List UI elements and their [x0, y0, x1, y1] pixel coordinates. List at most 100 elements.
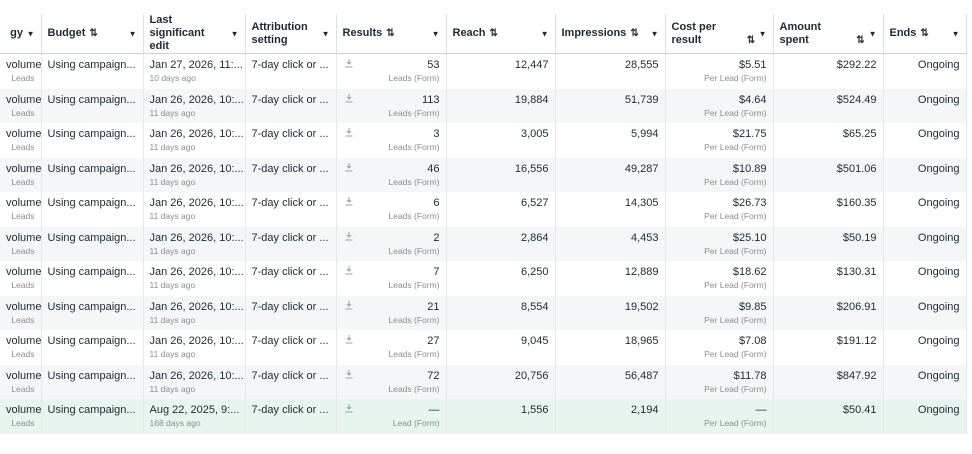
- column-header[interactable]: Amount spent ⇅ ▼: [773, 14, 884, 54]
- header-label: Reach: [452, 27, 486, 39]
- table-cell: volume Leads: [0, 157, 42, 192]
- download-icon[interactable]: [345, 231, 353, 241]
- sort-icon[interactable]: ⇅: [746, 34, 756, 46]
- table-cell: 27 Leads (Form): [336, 330, 447, 365]
- download-icon[interactable]: [345, 300, 353, 310]
- table-row[interactable]: volume Leads Using campaign... Jan 26, 2026…: [0, 261, 967, 296]
- cell-value: $7.08: [738, 335, 767, 347]
- table-row[interactable]: volume Leads Using campaign... Jan 26, 2026…: [0, 226, 967, 261]
- cell-value: $21.75: [732, 128, 767, 140]
- sort-icon[interactable]: ⇅: [630, 28, 639, 39]
- cell-subtext: Leads: [11, 211, 35, 221]
- cell-value: volume: [6, 93, 41, 106]
- table-cell: $65.25: [773, 123, 884, 158]
- download-icon[interactable]: [345, 93, 353, 103]
- download-icon[interactable]: [345, 369, 353, 379]
- column-header[interactable]: Cost per result ⇅ ▼: [665, 14, 774, 54]
- sort-icon[interactable]: ⇅: [856, 34, 865, 46]
- table-cell: Using campaign...: [41, 295, 144, 330]
- cell-value: 27: [427, 335, 440, 347]
- dropdown-arrow[interactable]: ▼: [951, 29, 960, 38]
- column-header[interactable]: Attribution setting ▼: [245, 14, 337, 54]
- table-row[interactable]: volume Leads Using campaign... Jan 26, 2026…: [0, 364, 967, 399]
- table-row[interactable]: volume Leads Using campaign... Jan 26, 2026…: [0, 88, 967, 123]
- dropdown-arrow[interactable]: ▼: [650, 29, 659, 38]
- cell-value: $50.19: [842, 231, 877, 244]
- table-row[interactable]: volume Leads Using campaign... Jan 26, 2026…: [0, 192, 967, 227]
- cell-subtext: Per Lead (Form): [704, 383, 767, 394]
- download-icon[interactable]: [345, 59, 353, 68]
- dropdown-arrow[interactable]: ▼: [321, 29, 330, 38]
- dropdown-arrow[interactable]: ▼: [540, 29, 549, 38]
- sort-icon[interactable]: ⇅: [89, 28, 98, 39]
- cell-subtext: Leads (Form): [388, 383, 440, 394]
- table-row[interactable]: volume Leads Using campaign... Jan 26, 2026…: [0, 295, 967, 330]
- dropdown-arrow[interactable]: ▼: [758, 29, 767, 38]
- download-icon[interactable]: [345, 162, 353, 172]
- table-row[interactable]: volume Leads Using campaign... Aug 22, 2025…: [0, 399, 967, 434]
- table-cell: 49,287: [555, 157, 666, 192]
- table-body: volume Leads Using campaign... Jan 27, 2026…: [0, 53, 967, 434]
- sort-icon[interactable]: ⇅: [920, 28, 929, 39]
- column-header[interactable]: Last significant edit ▼: [143, 14, 246, 54]
- table-cell: $11.78 Per Lead (Form): [665, 364, 774, 399]
- cell-value: Ongoing: [917, 300, 960, 313]
- cell-subtext: Per Lead (Form): [704, 107, 767, 118]
- column-header[interactable]: Results ⇅ ▼: [336, 14, 447, 54]
- cell-value: 14,305: [624, 197, 659, 209]
- cell-value: 19,884: [514, 93, 549, 106]
- cell-value: —: [755, 404, 767, 416]
- cell-subtext: Leads (Form): [388, 176, 440, 187]
- table-row[interactable]: volume Leads Using campaign... Jan 27, 2026…: [0, 53, 967, 89]
- dropdown-arrow[interactable]: ▼: [230, 29, 239, 38]
- table-row[interactable]: volume Leads Using campaign... Jan 26, 2026…: [0, 157, 967, 192]
- cell-subtext: Leads (Form): [388, 245, 440, 256]
- cell-value: 20,756: [514, 369, 549, 382]
- column-header[interactable]: Impressions ⇅ ▼: [555, 14, 666, 54]
- table-cell: 14,305: [555, 192, 666, 227]
- table-cell: $50.19: [773, 226, 884, 261]
- cell-subtext: Lead (Form): [392, 418, 440, 428]
- cell-value: Jan 26, 2026, 10:...: [149, 266, 244, 278]
- cell-value: Using campaign...: [47, 162, 136, 175]
- table-cell: $160.35: [773, 192, 884, 227]
- cell-value: 72: [427, 369, 440, 382]
- dropdown-arrow[interactable]: ▼: [128, 29, 137, 38]
- cell-value: $847.92: [836, 369, 877, 382]
- table-row[interactable]: volume Leads Using campaign... Jan 26, 2026…: [0, 123, 967, 158]
- table-cell: Using campaign...: [41, 157, 144, 192]
- sort-icon[interactable]: ⇅: [386, 28, 395, 39]
- table-cell: 4,453: [555, 226, 666, 261]
- column-header[interactable]: Budget ⇅ ▼: [41, 14, 144, 54]
- table-cell: Using campaign...: [41, 88, 144, 123]
- cell-value: volume: [6, 197, 41, 209]
- sort-icon[interactable]: ⇅: [489, 28, 498, 39]
- dropdown-arrow[interactable]: ▼: [868, 29, 877, 38]
- cell-value: $191.12: [836, 335, 877, 347]
- download-icon[interactable]: [345, 335, 353, 344]
- table-cell: $18.62 Per Lead (Form): [665, 261, 774, 296]
- dropdown-arrow[interactable]: ▼: [26, 29, 35, 38]
- download-icon[interactable]: [345, 197, 353, 206]
- cell-subtext: Leads: [11, 245, 35, 256]
- download-icon[interactable]: [345, 404, 353, 413]
- table-cell: Ongoing: [883, 261, 967, 296]
- cell-value: volume: [6, 300, 41, 313]
- table-cell: — Lead (Form): [336, 399, 447, 434]
- table-cell: $10.89 Per Lead (Form): [665, 157, 774, 192]
- header-label: Results: [342, 27, 383, 39]
- table-row[interactable]: volume Leads Using campaign... Jan 26, 2026…: [0, 330, 967, 365]
- cell-value: $18.62: [732, 266, 767, 278]
- download-icon[interactable]: [345, 266, 353, 275]
- dropdown-arrow[interactable]: ▼: [431, 29, 440, 38]
- cell-value: —: [428, 404, 440, 416]
- cell-value: $50.41: [842, 404, 877, 416]
- table-cell: 7-day click or ...: [245, 399, 337, 434]
- download-icon[interactable]: [345, 128, 353, 137]
- cell-subtext: 11 days ago: [149, 314, 196, 325]
- cell-value: 12,447: [514, 59, 549, 71]
- column-header[interactable]: gy ▼: [0, 14, 42, 54]
- column-header[interactable]: Reach ⇅ ▼: [446, 14, 556, 54]
- table-cell: Jan 27, 2026, 11:... 10 days ago: [143, 53, 246, 89]
- column-header[interactable]: Ends ⇅ ▼: [883, 14, 967, 54]
